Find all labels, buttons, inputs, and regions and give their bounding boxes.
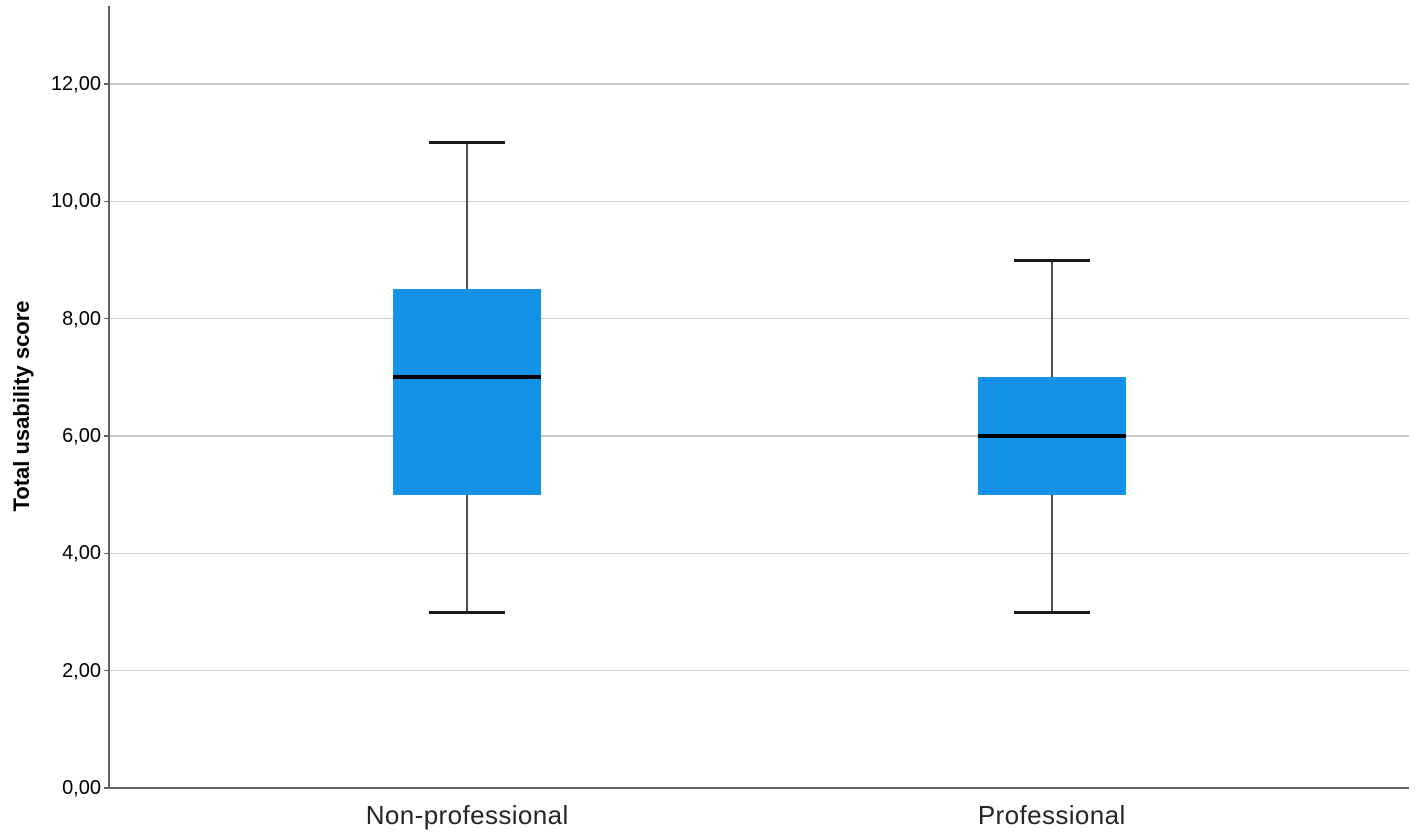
- whisker-upper-cap: [1013, 258, 1090, 262]
- y-tick-label: 12,00: [50, 73, 101, 96]
- y-tick-mark: [104, 83, 110, 85]
- x-axis-label: Professional: [977, 800, 1126, 830]
- box: [393, 289, 542, 495]
- y-tick-label: 10,00: [50, 190, 101, 213]
- whisker-upper-cap: [429, 141, 506, 145]
- y-tick-mark: [104, 552, 110, 555]
- y-tick-label: 4,00: [62, 542, 101, 565]
- gridline: [110, 200, 1409, 203]
- y-tick-mark: [104, 317, 110, 320]
- y-tick-mark: [104, 787, 110, 789]
- whisker-upper-stem: [465, 142, 469, 290]
- y-tick-label: 2,00: [62, 659, 101, 682]
- x-axis-line: [108, 787, 1409, 789]
- y-tick-label: 6,00: [62, 425, 101, 447]
- y-tick-mark: [104, 435, 110, 437]
- y-axis-line: [108, 6, 110, 788]
- whisker-lower-stem: [1050, 494, 1054, 612]
- median-line: [393, 375, 542, 380]
- y-tick-label: 8,00: [62, 307, 101, 330]
- y-tick-label: 0,00: [62, 777, 101, 799]
- whisker-lower-cap: [1013, 610, 1090, 614]
- whisker-lower-cap: [429, 610, 506, 614]
- gridline: [110, 83, 1409, 85]
- gridline: [110, 317, 1409, 320]
- y-tick-mark: [104, 669, 110, 672]
- median-line: [977, 434, 1126, 438]
- x-axis-label: Non-professional: [365, 800, 569, 830]
- whisker-upper-stem: [1050, 260, 1054, 378]
- gridline: [110, 552, 1409, 555]
- y-tick-mark: [104, 200, 110, 203]
- gridline: [110, 435, 1409, 437]
- y-axis-title: Total usability score: [9, 300, 34, 512]
- gridline: [110, 669, 1409, 672]
- whisker-lower-stem: [465, 494, 469, 612]
